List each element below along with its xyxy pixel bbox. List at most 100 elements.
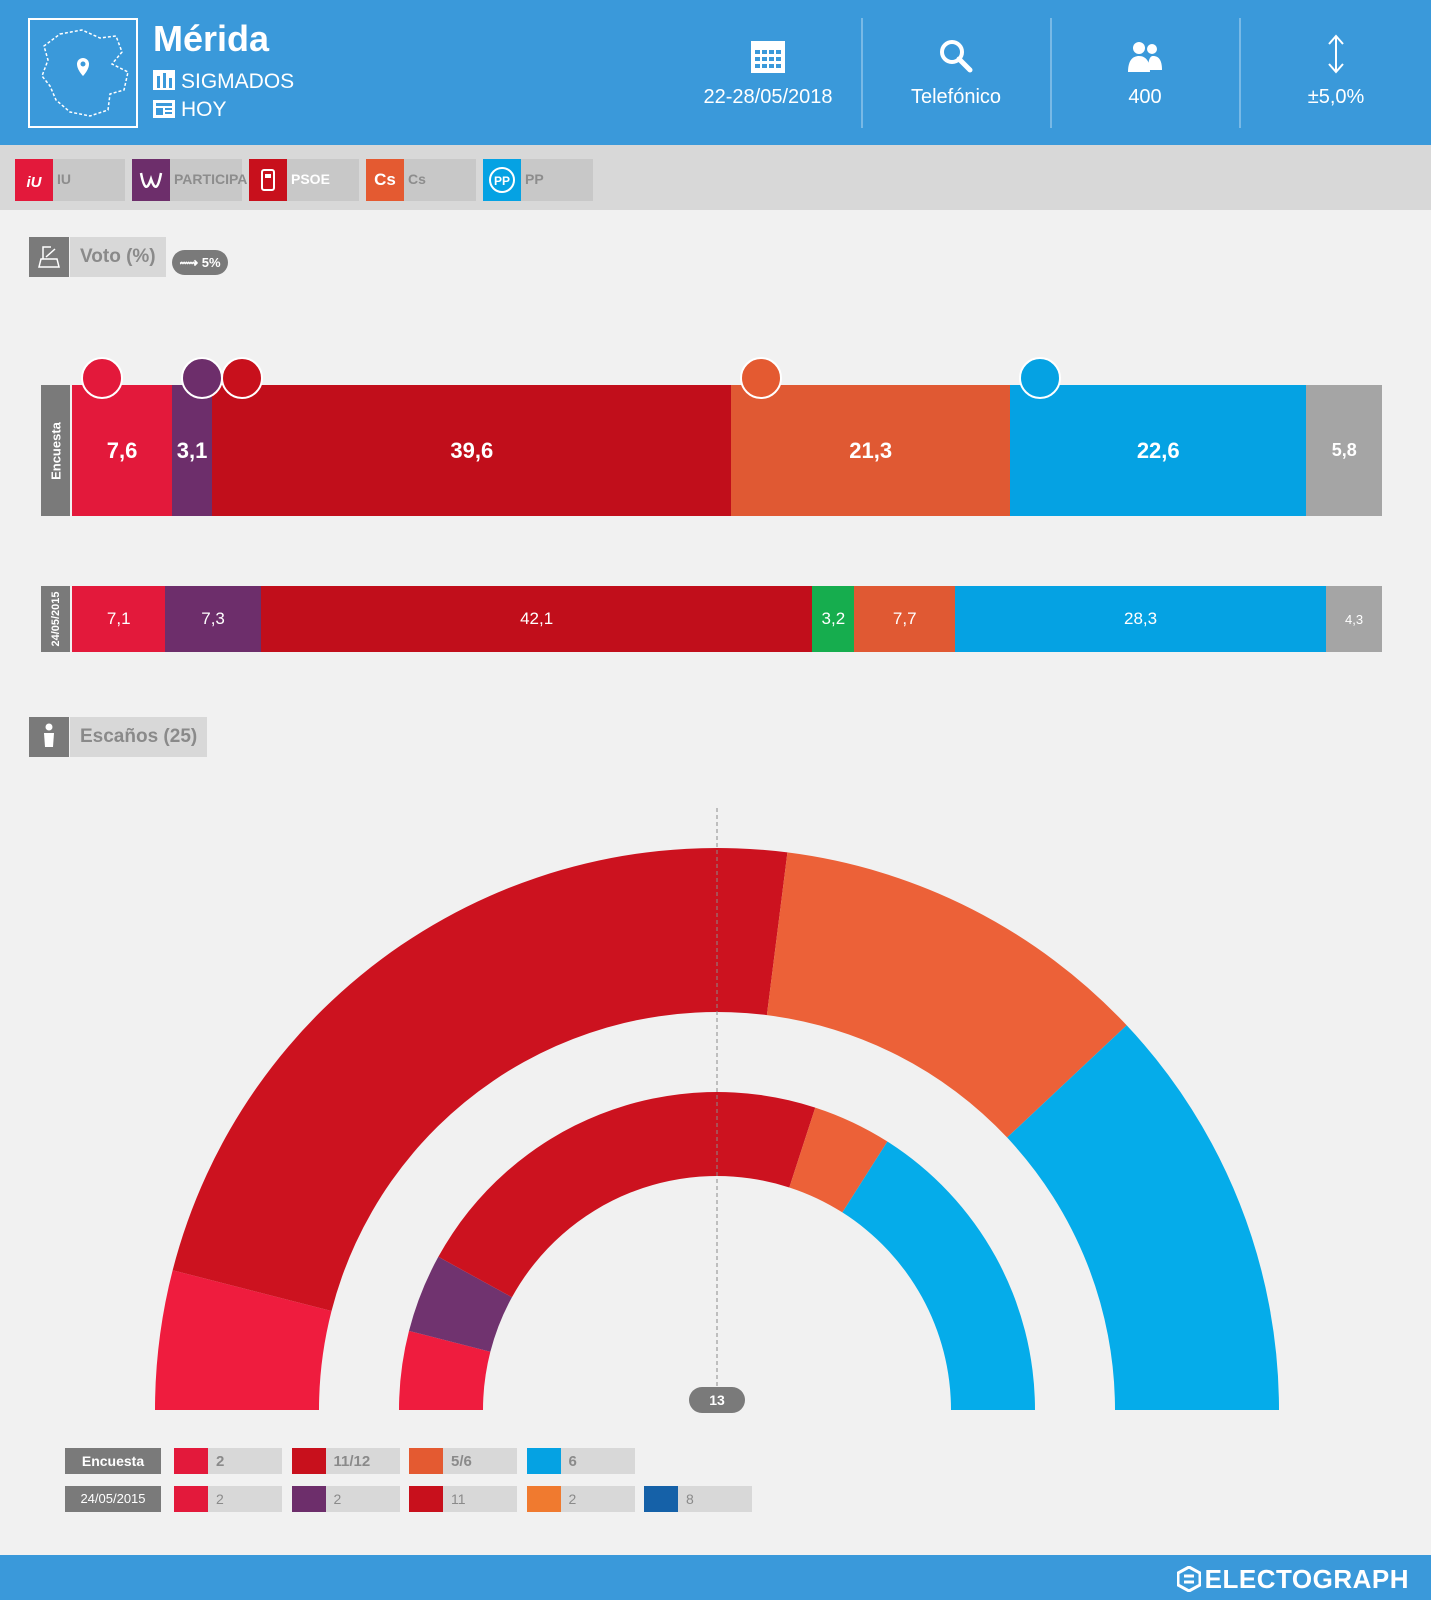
calendar-icon [674, 18, 862, 74]
seat-box: 5/6 [409, 1448, 517, 1474]
cs-logo-icon [526, 1486, 561, 1512]
iu-logo-icon [174, 1448, 208, 1474]
seat-value: 5/6 [451, 1453, 472, 1470]
header: Mérida SIGMADOS HOY 22-28/05/2018 Telefó… [0, 0, 1431, 145]
footer: ELECTOGRAPH [0, 1555, 1431, 1600]
threshold-value: 5% [201, 255, 221, 270]
bar-value-label: 7,3 [201, 609, 225, 628]
seat-value: 11 [451, 1491, 466, 1507]
bar-value-label: 3,1 [176, 437, 208, 463]
person-icon [29, 717, 69, 757]
majority-value: 13 [709, 1392, 725, 1408]
meta-error: ±5,0% [1242, 18, 1430, 130]
seat-row-tag: Encuesta [65, 1448, 161, 1474]
seat-value: 2 [333, 1491, 342, 1507]
vote-bar-2015: 7,1 7,3 42,1 3,2 7,7 28,3 4,3 [72, 586, 1383, 652]
bar-segment-pp: 22,6 [1009, 385, 1307, 516]
bar-logos [0, 355, 1431, 403]
pp-logo-icon [1018, 357, 1061, 399]
meta-method: Telefónico [862, 18, 1050, 130]
region-map [28, 18, 138, 128]
seat-box: 11 [409, 1486, 517, 1512]
svg-text:iU: iU [27, 174, 43, 191]
bar-segment-participa: 3,1 [171, 385, 213, 516]
meta-date-value: 22-28/05/2018 [703, 86, 833, 108]
legend-item-cs: Cs Cs [366, 159, 476, 201]
bar-segment-otros: 4,3 [1325, 586, 1383, 652]
meta-sample: 400 [1051, 18, 1239, 130]
pp-logo-icon [526, 1448, 561, 1474]
bar-value-label: 7,7 [892, 609, 917, 628]
seat-value: 11/12 [333, 1453, 371, 1470]
vertical-arrows-icon [1242, 18, 1430, 74]
legend-item-participa: PARTICIPA [132, 159, 247, 201]
people-icon [1051, 18, 1239, 74]
bar-label-text: Encuesta [48, 421, 63, 480]
bar-value-label: 39,6 [450, 437, 494, 463]
legend-item-psoe: PSOE [249, 159, 359, 201]
party-legend: iU IU PARTICIPA PSOE Cs Cs PP PP [0, 145, 1431, 210]
newspaper-icon [153, 100, 175, 118]
bar-segment-psoe: 42,1 [260, 586, 813, 652]
bar-segment-pp: 28,3 [954, 586, 1327, 652]
pp-logo-icon: PP [483, 159, 521, 201]
seat-hemicycle: 13 [155, 808, 1279, 1413]
majority-badge [689, 1387, 745, 1413]
legend-label: PARTICIPA [174, 171, 248, 187]
legend-item-iu: iU IU [15, 159, 125, 201]
seat-arc-participa [408, 1256, 512, 1352]
bar-value-label: 7,6 [106, 437, 138, 463]
legend-item-pp: PP PP [483, 159, 593, 201]
bar-value-label: 21,3 [849, 437, 893, 463]
legend-label: PSOE [291, 171, 330, 187]
seat-box: 2 [174, 1448, 282, 1474]
bar-chart-icon [153, 70, 175, 90]
bar-segment-psoe: 39,6 [212, 385, 732, 516]
seat-arc-iu [155, 1270, 332, 1410]
media-line: HOY [153, 98, 227, 122]
threshold-icon: ⟿ [179, 255, 199, 270]
bar-label-text: 24/05/2015 [49, 591, 62, 647]
bar-label-encuesta: Encuesta [41, 385, 70, 516]
meta-method-value: Telefónico [910, 86, 1002, 108]
participa-logo-icon [132, 159, 170, 201]
seat-box: 2 [291, 1486, 400, 1512]
svg-text:PP: PP [494, 174, 510, 188]
seat-arc-pp [1007, 1025, 1279, 1410]
bar-value-label: 4,3 [1345, 611, 1364, 627]
seat-arc-psoe [438, 1092, 816, 1298]
page-title: Mérida [153, 18, 270, 59]
bar-value-label: 22,6 [1136, 437, 1180, 463]
seat-value: 8 [686, 1491, 694, 1507]
seat-arc-pp [842, 1141, 1035, 1410]
seat-box: 11/12 [291, 1448, 400, 1474]
brand-logo: ELECTOGRAPH [1176, 1564, 1409, 1599]
electograph-icon [1176, 1565, 1202, 1599]
vote-bar-encuesta: 7,6 3,1 39,6 21,3 22,6 5,8 [72, 385, 1383, 516]
participa-logo-icon [291, 1486, 326, 1512]
seat-box: 2 [526, 1486, 635, 1512]
seat-value: 2 [216, 1453, 225, 1470]
bar-segment-cs: 7,7 [854, 586, 956, 652]
psoe-logo-icon [249, 159, 287, 201]
search-icon [862, 18, 1050, 74]
legend-label: Cs [408, 171, 426, 187]
meta-error-value: ±5,0% [1307, 86, 1365, 108]
svg-text:Cs: Cs [374, 170, 396, 189]
psoe-logo-icon [409, 1486, 443, 1512]
bar-label-2015: 24/05/2015 [41, 586, 70, 652]
seat-arc-cs [789, 1107, 888, 1213]
cs-logo-icon [739, 357, 782, 399]
threshold-badge: ⟿ 5% [172, 250, 228, 275]
bar-value-label: 7,1 [106, 609, 131, 628]
bar-value-label: 28,3 [1124, 609, 1158, 628]
meta-date: 22-28/05/2018 [674, 18, 862, 130]
bar-segment-iu: 7,6 [72, 385, 173, 516]
divider [861, 18, 863, 128]
seat-box: 2 [174, 1486, 282, 1512]
seat-row-tag: 24/05/2015 [65, 1486, 161, 1512]
seat-box: 8 [644, 1486, 752, 1512]
iu-logo-icon [81, 357, 123, 399]
pollster-name: SIGMADOS [181, 70, 295, 93]
divider [1239, 18, 1241, 128]
